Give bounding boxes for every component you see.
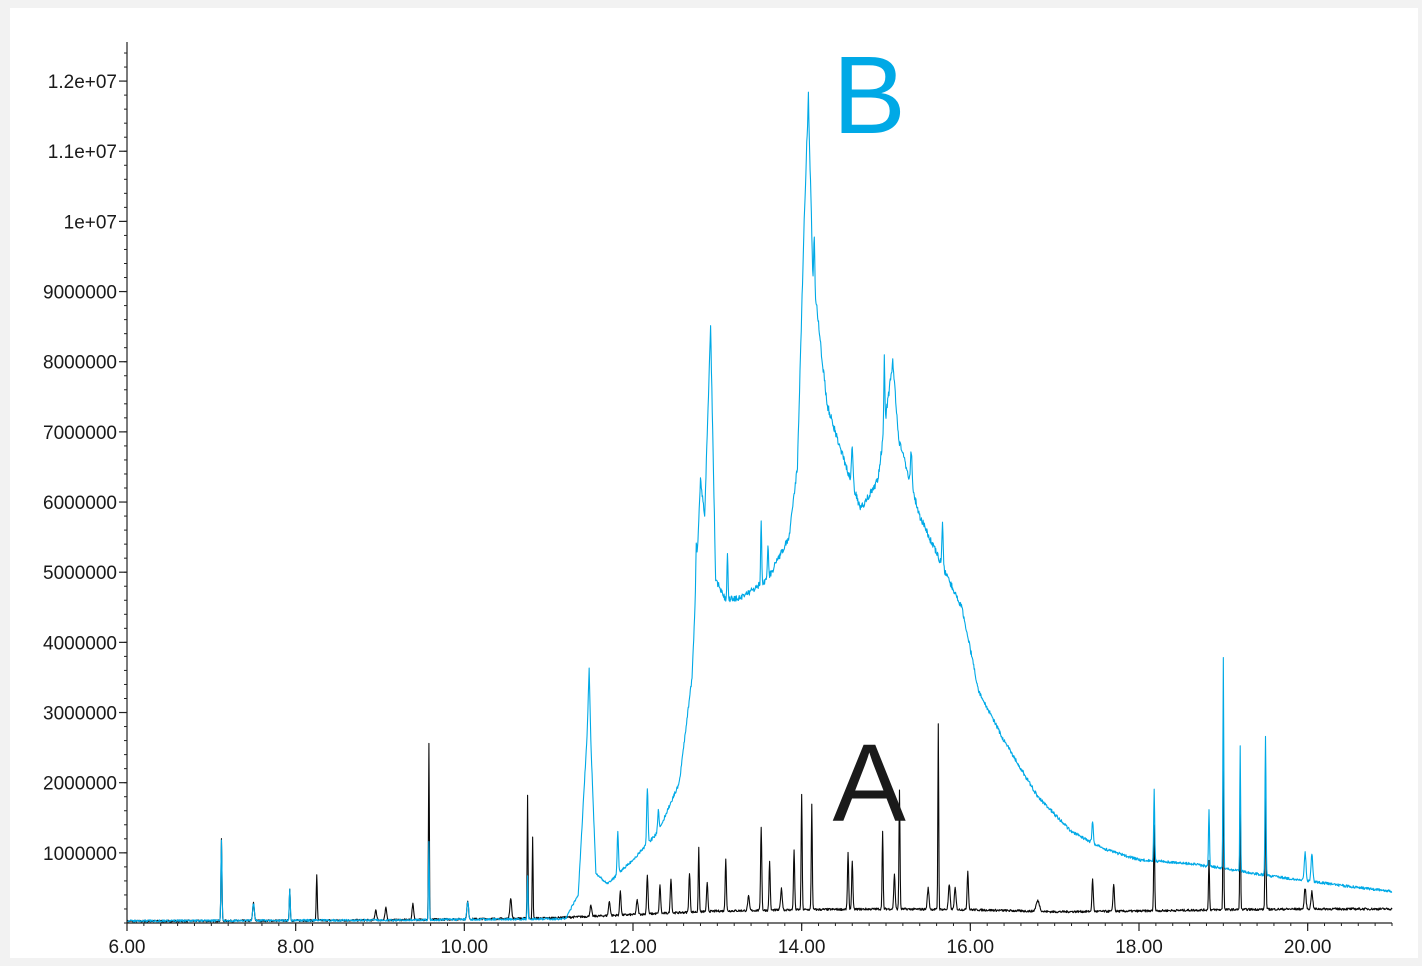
y-tick-label: 6000000 [43,493,117,514]
x-tick-label: 14.00 [778,937,826,958]
series-label-b: B [832,34,905,157]
y-tick-label: 9000000 [43,283,117,304]
series-label-a: A [832,722,906,845]
chart-frame: 1000000 2000000 3000000 4000000 5000000 60000… [10,8,1418,958]
x-tick-label: 10.00 [441,937,489,958]
x-tick-label: 16.00 [947,937,995,958]
x-tick-label: 8.00 [277,937,314,958]
y-tick-label: 2000000 [43,774,117,795]
y-tick-label: 4000000 [43,633,117,654]
series-line-a [126,723,1393,923]
y-tick-label: 5000000 [43,563,117,584]
y-tick-label: 8000000 [43,353,117,374]
x-tick-label: 12.00 [609,937,657,958]
series-line-b [126,91,1393,923]
x-tick-label: 18.00 [1115,937,1163,958]
y-tick-label: 7000000 [43,423,117,444]
y-tick-label: 1.1e+07 [48,142,117,163]
x-tick-label: 6.00 [109,937,146,958]
y-tick-label: 1.2e+07 [48,72,117,93]
y-tick-label: 3000000 [43,704,117,725]
x-tick-label: 20.00 [1284,937,1332,958]
y-tick-label: 1e+07 [64,212,117,233]
chromatogram-chart: 1000000 2000000 3000000 4000000 5000000 60000… [43,34,1393,958]
y-tick-label: 1000000 [43,844,117,865]
